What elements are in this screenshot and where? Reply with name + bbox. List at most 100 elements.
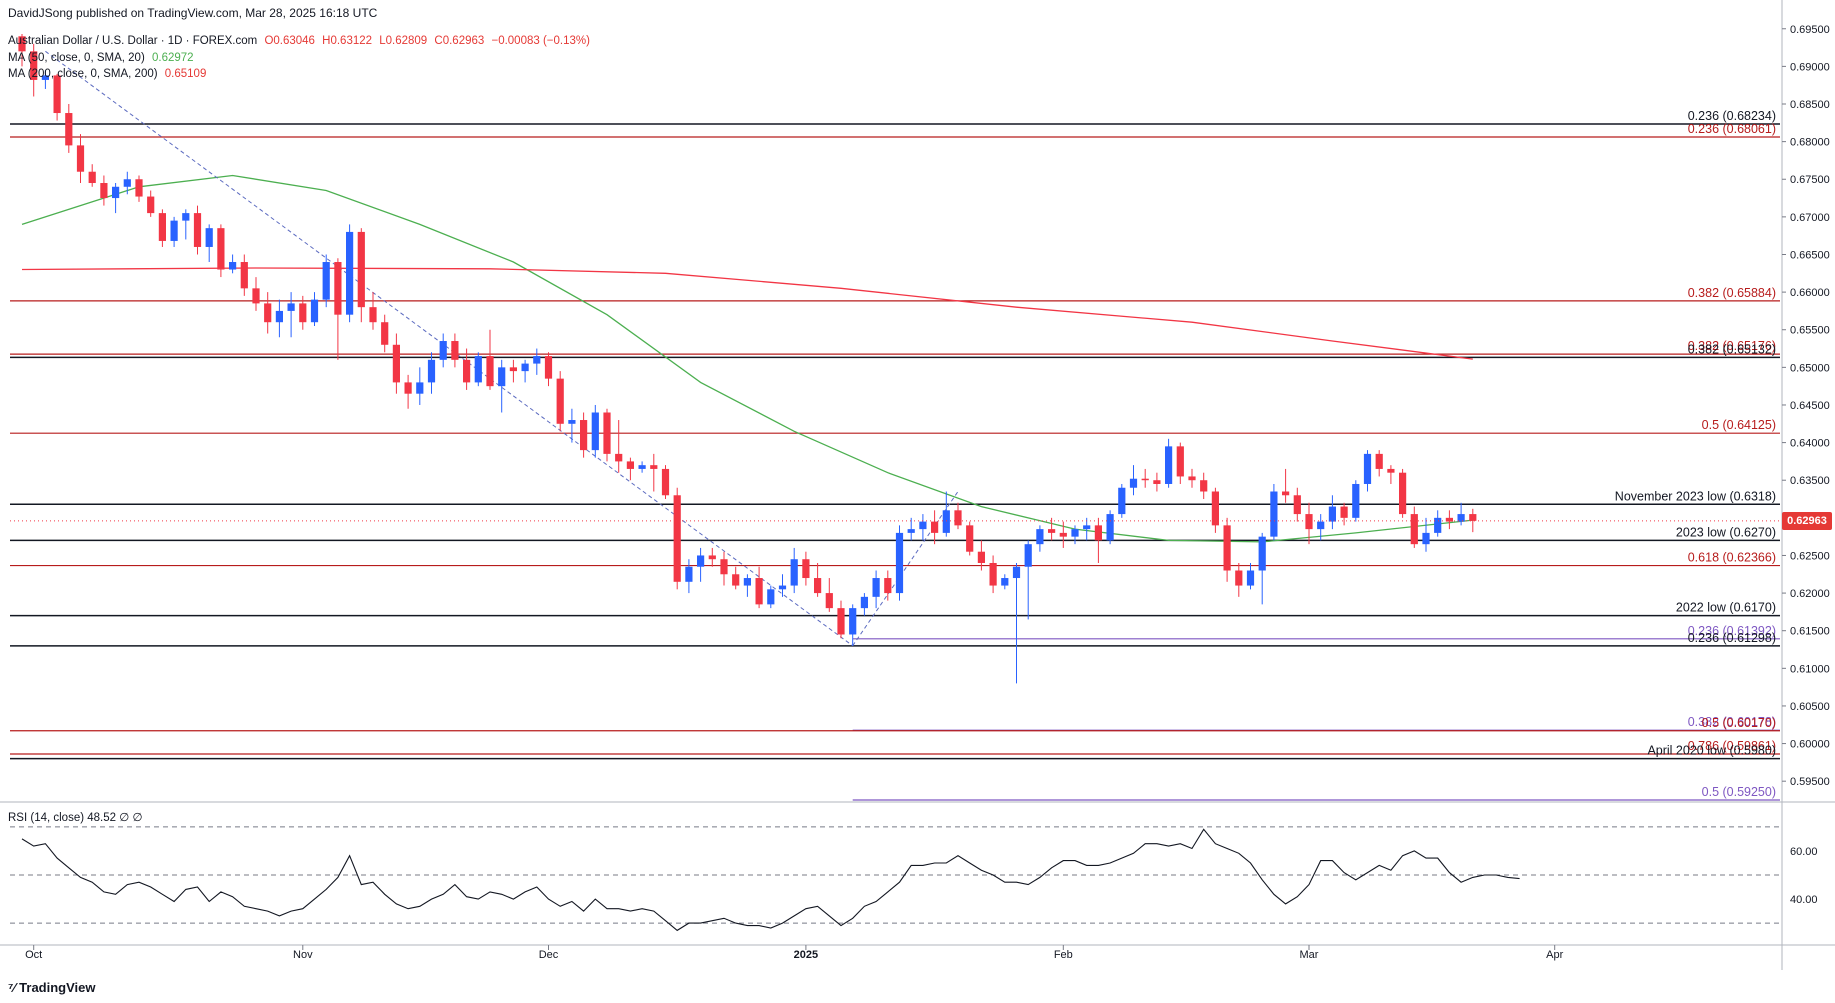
close-value: C0.62963 [434,35,485,47]
candle [1457,502,1465,526]
candle [287,292,295,338]
candle [217,224,225,278]
candle [661,465,670,500]
candle-body [322,262,330,300]
candle [977,540,985,571]
candle [1024,540,1032,620]
candle-body [732,574,740,586]
candle [76,134,85,184]
ma50-legend[interactable]: MA (50, close, 0, SMA, 20) 0.62972 [8,52,198,64]
candle-body [860,596,868,609]
candle-body [1445,517,1453,522]
candle-body [182,213,190,221]
candle [123,171,131,195]
candle-body [1083,525,1091,530]
price-tick-label: 0.67000 [1790,212,1830,224]
candle [626,457,634,481]
candle [474,352,482,387]
candle [1071,525,1079,545]
publisher-line: DavidJSong published on TradingView.com,… [8,6,378,20]
ma200-value: 0.65109 [164,68,207,80]
candle-body [135,179,143,197]
candle-body [1024,544,1032,567]
candle [346,224,354,323]
candle-body [30,51,38,80]
trend-line [45,50,853,647]
candle [240,254,248,296]
time-tick-label: 2025 [794,949,818,961]
candle-body [931,521,939,533]
candle-body [88,171,96,184]
candle-body [1305,514,1313,530]
candle [1387,465,1395,484]
candle [942,491,950,537]
candle [802,551,810,586]
candle-body [907,529,915,533]
candle-body [638,465,646,469]
candle [1246,562,1255,590]
tradingview-logo-text: TradingView [19,980,96,995]
candle [357,228,365,323]
candle-body [942,510,950,533]
candle-body [1375,453,1383,469]
ma200-label: MA (200, close, 0, SMA, 200) [8,68,158,80]
price-tick-label: 0.61000 [1790,663,1830,675]
level-label: 0.786 (0.59861) [1688,739,1776,753]
candle [88,164,96,187]
candle-body [1001,578,1009,586]
candle [135,175,143,202]
level-label: 0.382 (0.65176) [1688,339,1776,353]
candle [895,525,904,601]
ma50-line [21,174,1473,543]
candle [427,352,436,394]
candle-body [1457,514,1465,522]
candle [404,374,412,409]
candle-body [439,341,447,360]
candle [1270,483,1278,541]
candle-body [825,593,833,609]
candle [872,570,880,609]
candle [720,551,728,586]
candle [1469,508,1477,533]
candle [954,502,962,530]
candle-body [650,465,658,469]
price-tick-label: 0.66500 [1790,249,1830,261]
candle-body [334,262,342,315]
candle [299,295,307,330]
candle-body [486,356,494,387]
level-label: 0.236 (0.68061) [1688,122,1776,136]
time-tick-label: Dec [539,949,559,961]
candle [509,359,517,383]
candle-body [544,356,553,379]
candle-body [966,525,974,552]
candle-body [474,356,482,383]
candle [41,70,49,89]
candle-body [1328,506,1336,522]
candle [1188,468,1196,488]
candle-body [112,186,120,199]
candle-body [1059,532,1067,537]
candle-body [205,228,213,247]
candle [673,487,681,590]
candle [697,547,705,582]
ma200-legend[interactable]: MA (200, close, 0, SMA, 200) 0.65109 [8,68,210,80]
rsi-legend[interactable]: RSI (14, close) 48.52 ∅ ∅ [8,810,142,824]
candle [825,578,833,612]
candle [790,547,798,594]
candle [603,408,611,462]
candle [1200,472,1208,500]
candle [849,604,857,646]
candle-body [1153,480,1161,484]
candle [30,43,38,97]
candle [451,333,459,368]
candle [193,205,202,255]
candle-body [1434,517,1442,533]
tradingview-logo[interactable]: ⁷⁄ TradingView [8,980,96,995]
candle-body [451,341,459,360]
candle-body [1340,506,1348,518]
candle-body [1071,529,1079,537]
ma200-line [21,267,1473,360]
candle-body [837,608,845,635]
